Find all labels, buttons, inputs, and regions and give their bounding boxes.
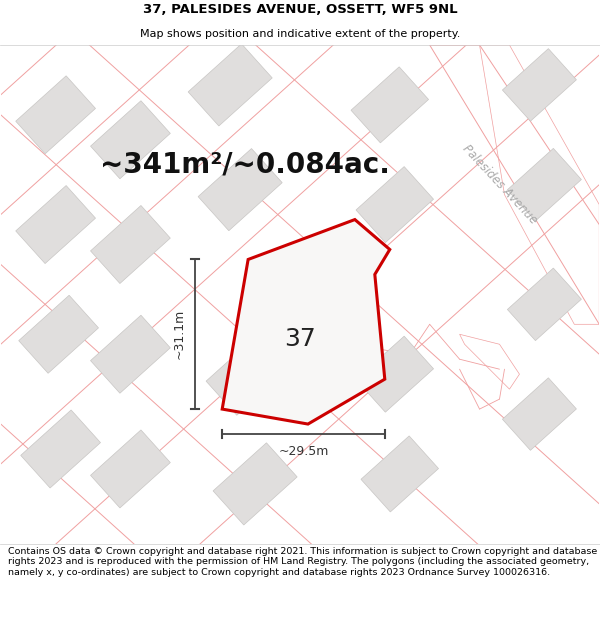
Polygon shape bbox=[16, 76, 95, 154]
Polygon shape bbox=[502, 49, 577, 121]
Text: 37, PALESIDES AVENUE, OSSETT, WF5 9NL: 37, PALESIDES AVENUE, OSSETT, WF5 9NL bbox=[143, 3, 457, 16]
Polygon shape bbox=[91, 206, 170, 284]
Polygon shape bbox=[356, 336, 434, 412]
Polygon shape bbox=[188, 44, 272, 126]
Text: Map shows position and indicative extent of the property.: Map shows position and indicative extent… bbox=[140, 29, 460, 39]
Text: 37: 37 bbox=[284, 328, 316, 351]
Polygon shape bbox=[21, 410, 100, 488]
Polygon shape bbox=[356, 167, 434, 242]
Text: ~341m²/~0.084ac.: ~341m²/~0.084ac. bbox=[100, 151, 390, 179]
Text: Contains OS data © Crown copyright and database right 2021. This information is : Contains OS data © Crown copyright and d… bbox=[8, 547, 597, 577]
Polygon shape bbox=[351, 67, 428, 143]
Polygon shape bbox=[430, 45, 599, 324]
Polygon shape bbox=[91, 315, 170, 393]
Polygon shape bbox=[91, 101, 170, 179]
Polygon shape bbox=[508, 148, 581, 221]
Polygon shape bbox=[508, 268, 581, 341]
Polygon shape bbox=[206, 333, 290, 415]
Polygon shape bbox=[91, 430, 170, 508]
Polygon shape bbox=[213, 443, 297, 525]
Polygon shape bbox=[198, 149, 282, 231]
Polygon shape bbox=[16, 186, 95, 264]
Polygon shape bbox=[502, 378, 577, 451]
Text: Palesides Avenue: Palesides Avenue bbox=[460, 142, 539, 227]
Polygon shape bbox=[460, 334, 520, 389]
Polygon shape bbox=[361, 436, 439, 512]
Polygon shape bbox=[19, 295, 98, 373]
Text: ~31.1m: ~31.1m bbox=[173, 309, 186, 359]
Text: ~29.5m: ~29.5m bbox=[278, 446, 329, 459]
Polygon shape bbox=[222, 219, 390, 424]
